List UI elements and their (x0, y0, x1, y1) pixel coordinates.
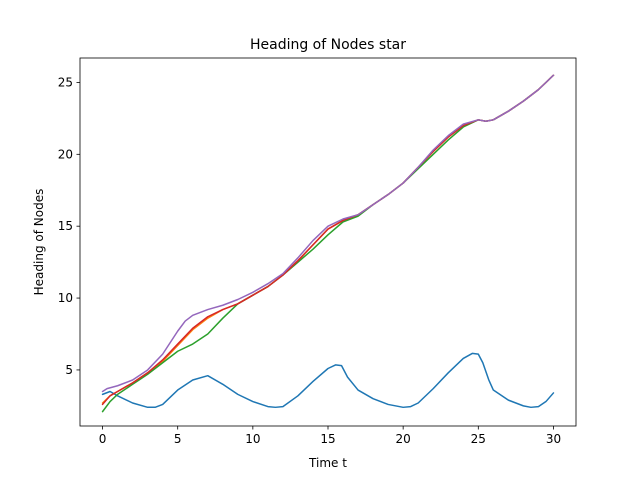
y-tick-label: 20 (58, 147, 73, 161)
x-tick-label: 5 (174, 432, 182, 446)
x-tick-label: 0 (99, 432, 107, 446)
y-tick-label: 10 (58, 291, 73, 305)
chart-title: Heading of Nodes star (250, 37, 406, 53)
x-tick-label: 30 (546, 432, 561, 446)
series-line-5 (101, 74, 555, 393)
plot-area (101, 74, 555, 413)
y-axis-ticks: 5 10 15 20 25 (58, 75, 80, 377)
y-tick-label: 5 (65, 363, 73, 377)
y-tick-label: 15 (58, 219, 73, 233)
series-line-1 (101, 352, 555, 409)
x-axis-ticks: 0 5 10 15 20 25 30 (99, 426, 561, 446)
x-tick-label: 10 (245, 432, 260, 446)
x-tick-label: 15 (320, 432, 335, 446)
y-tick-label: 25 (58, 75, 73, 89)
x-tick-label: 25 (471, 432, 486, 446)
y-axis-label: Heading of Nodes (32, 189, 46, 296)
x-axis-label: Time t (308, 456, 347, 470)
x-tick-label: 20 (396, 432, 411, 446)
